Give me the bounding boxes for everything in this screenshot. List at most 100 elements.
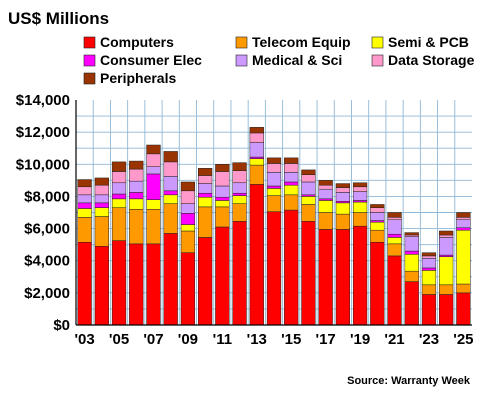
bar-peripherals-2019 — [352, 182, 368, 188]
x-tick-label: '21 — [384, 331, 404, 348]
bar-consumer-elec-2009 — [180, 213, 196, 225]
bar-medical-sci-2008 — [163, 176, 178, 192]
x-tick-label: '25 — [453, 331, 473, 348]
bar-medical-sci-2021 — [387, 219, 402, 235]
bar-telecom-equip-2013 — [249, 164, 264, 185]
bar-semi-pcb-2023 — [421, 270, 437, 286]
legend-label-telecom-equip: Telecom Equip — [252, 34, 351, 50]
bar-computers-2011 — [215, 226, 230, 326]
bar-peripherals-2014 — [266, 157, 282, 164]
bar-semi-pcb-2025 — [456, 229, 471, 285]
bar-semi-pcb-2005 — [111, 198, 127, 208]
legend-label-peripherals: Peripherals — [100, 70, 176, 86]
bar-data-storage-2021 — [387, 217, 402, 220]
bar-telecom-equip-2016 — [301, 204, 316, 222]
bar-medical-sci-2015 — [284, 172, 299, 183]
bar-data-storage-2008 — [163, 161, 178, 177]
bar-semi-pcb-2022 — [404, 254, 419, 272]
bar-data-storage-2024 — [439, 234, 454, 238]
bar-telecom-equip-2024 — [439, 284, 454, 295]
bar-peripherals-2013 — [249, 127, 264, 134]
bar-consumer-elec-2022 — [404, 250, 419, 255]
bar-peripherals-2004 — [94, 177, 109, 186]
bar-peripherals-2015 — [284, 157, 299, 164]
x-tick-label: '05 — [109, 331, 129, 348]
bar-data-storage-2023 — [421, 255, 437, 259]
legend-swatch-semi-pcb — [371, 36, 384, 49]
bar-peripherals-2018 — [335, 183, 351, 188]
bar-consumer-elec-2004 — [94, 202, 109, 208]
bar-computers-2024 — [439, 294, 454, 326]
bar-medical-sci-2019 — [352, 191, 368, 201]
bar-peripherals-2012 — [232, 162, 247, 171]
y-tick-label: $4,000 — [24, 253, 70, 270]
bar-semi-pcb-2020 — [370, 221, 385, 231]
bar-medical-sci-2023 — [421, 258, 437, 269]
bar-semi-pcb-2006 — [129, 198, 144, 210]
bar-telecom-equip-2008 — [163, 203, 178, 234]
bar-semi-pcb-2017 — [318, 200, 333, 213]
bar-consumer-elec-2025 — [456, 227, 471, 231]
legend-swatch-computers — [83, 36, 96, 49]
bar-computers-2018 — [335, 229, 351, 326]
bar-telecom-equip-2025 — [456, 283, 471, 294]
bar-computers-2003 — [77, 241, 92, 326]
bar-semi-pcb-2013 — [249, 158, 264, 166]
plot-area: $0 $2,000 $4,000 $6,000 $8,000 $10,000 $12,000… — [16, 92, 474, 348]
bar-peripherals-2023 — [421, 252, 437, 257]
bar-telecom-equip-2018 — [335, 213, 351, 230]
y-tick-label: $10,000 — [16, 156, 70, 173]
bar-telecom-equip-2023 — [421, 284, 437, 295]
bar-semi-pcb-2018 — [335, 202, 351, 215]
bar-consumer-elec-2005 — [111, 193, 127, 200]
bar-computers-2015 — [284, 209, 299, 326]
bar-data-storage-2011 — [215, 171, 230, 187]
bar-computers-2020 — [370, 241, 385, 326]
bar-peripherals-2020 — [370, 204, 385, 208]
x-tick-label: '15 — [281, 331, 301, 348]
bar-telecom-equip-2011 — [215, 206, 230, 228]
bar-data-storage-2005 — [111, 171, 127, 184]
bar-computers-2023 — [421, 294, 437, 326]
bar-semi-pcb-2007 — [146, 199, 161, 210]
bar-medical-sci-2024 — [439, 237, 454, 256]
bar-consumer-elec-2010 — [197, 192, 213, 198]
source-note: Source: Warranty Week — [347, 375, 471, 387]
bar-peripherals-2021 — [387, 212, 402, 218]
bar-data-storage-2003 — [77, 186, 92, 196]
bar-computers-2016 — [301, 221, 316, 326]
bar-telecom-equip-2012 — [232, 203, 247, 222]
legend-swatch-peripherals — [83, 72, 96, 85]
bar-semi-pcb-2012 — [232, 195, 247, 204]
bar-data-storage-2018 — [335, 187, 351, 193]
bar-computers-2005 — [111, 240, 127, 326]
bar-medical-sci-2003 — [77, 194, 92, 204]
bar-computers-2013 — [249, 184, 264, 326]
bar-computers-2017 — [318, 229, 333, 326]
bar-data-storage-2012 — [232, 170, 247, 184]
legend-swatch-medical-sci — [235, 54, 248, 67]
bar-telecom-equip-2015 — [284, 194, 299, 211]
y-tick-label: $14,000 — [16, 92, 70, 109]
x-tick-label: '17 — [316, 331, 336, 348]
bar-consumer-elec-2021 — [387, 233, 402, 238]
y-tick-label: $12,000 — [16, 124, 70, 141]
bar-data-storage-2016 — [301, 174, 316, 183]
bar-medical-sci-2013 — [249, 142, 264, 158]
bar-semi-pcb-2009 — [180, 224, 196, 232]
bar-telecom-equip-2022 — [404, 270, 419, 282]
bar-semi-pcb-2024 — [439, 256, 454, 286]
bar-peripherals-2009 — [180, 181, 196, 192]
bar-computers-2010 — [197, 237, 213, 326]
bar-semi-pcb-2019 — [352, 201, 368, 213]
bar-telecom-equip-2009 — [180, 230, 196, 253]
bar-peripherals-2022 — [404, 232, 419, 236]
x-tick-label: '23 — [419, 331, 439, 348]
x-tick-label: '13 — [247, 331, 267, 348]
bar-medical-sci-2016 — [301, 181, 316, 196]
bar-medical-sci-2005 — [111, 182, 127, 195]
bar-data-storage-2010 — [197, 175, 213, 184]
bar-consumer-elec-2015 — [284, 181, 299, 186]
bar-medical-sci-2004 — [94, 194, 109, 204]
